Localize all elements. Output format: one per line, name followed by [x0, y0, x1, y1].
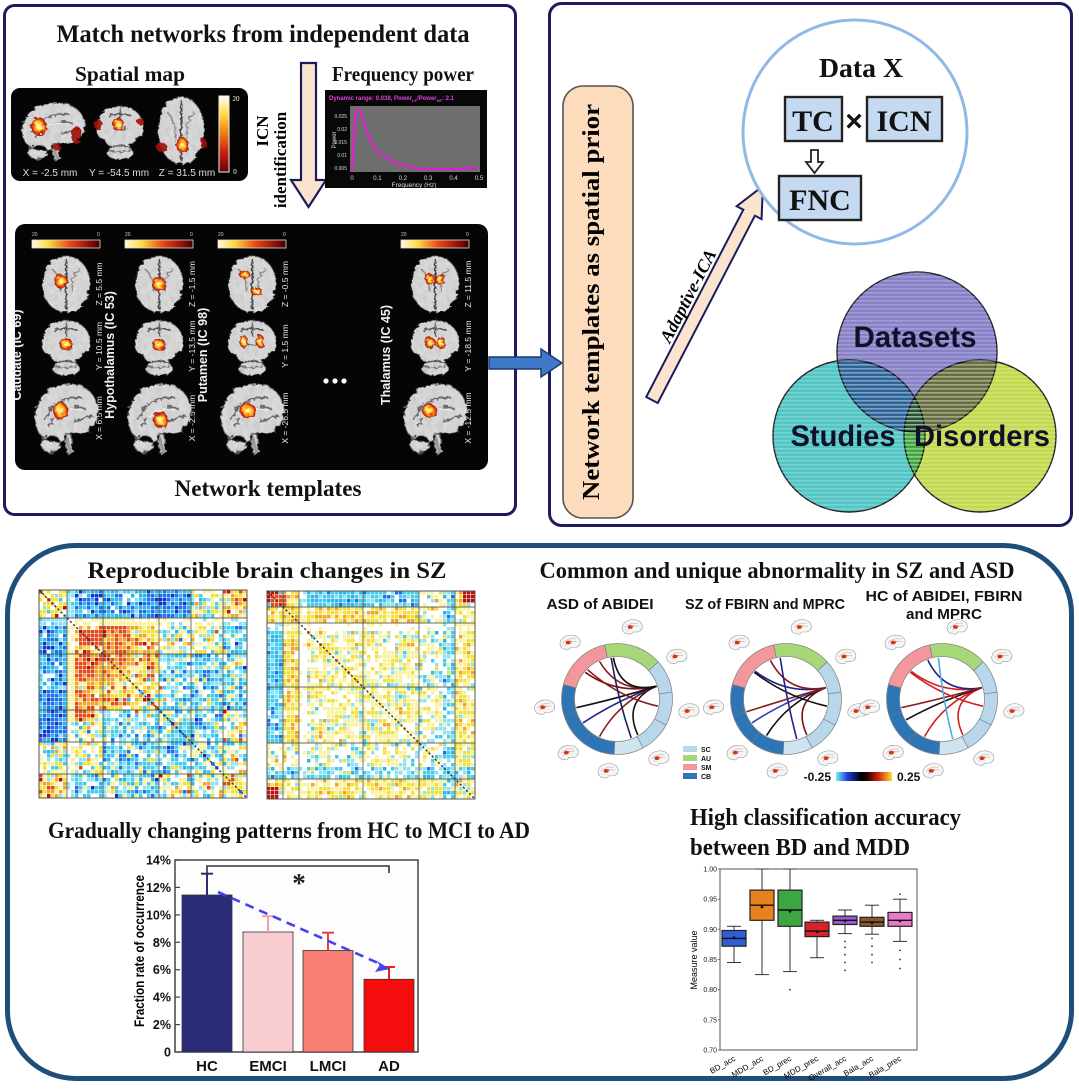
svg-text:between BD and MDD: between BD and MDD	[690, 835, 910, 861]
svg-text:Z = -1.5 mm: Z = -1.5 mm	[187, 261, 197, 307]
svg-text:Spatial map: Spatial map	[75, 62, 185, 86]
svg-text:1.00: 1.00	[703, 867, 717, 874]
svg-text:Frequency power: Frequency power	[332, 62, 474, 86]
svg-text:Match networks from independen: Match networks from independent data	[57, 21, 470, 48]
svg-text:X = 6.5 mm: X = 6.5 mm	[94, 396, 104, 440]
svg-text:0: 0	[466, 232, 469, 238]
svg-text:Z = 11.5 mm: Z = 11.5 mm	[463, 260, 473, 307]
svg-text:Z = 31.5 mm: Z = 31.5 mm	[159, 168, 215, 179]
svg-text:Dynamic range: 0.038, PowerLF/: Dynamic range: 0.038, PowerLF/PowerHF: 2…	[329, 96, 455, 103]
svg-text:0.3: 0.3	[424, 176, 433, 182]
svg-text:Y = 10.5 mm: Y = 10.5 mm	[94, 322, 104, 370]
svg-text:20: 20	[233, 95, 241, 103]
svg-text:Common and unique abnormality: Common and unique abnormality in SZ and …	[540, 558, 1015, 583]
svg-text:20: 20	[401, 232, 407, 238]
svg-text:LMCI: LMCI	[310, 1058, 347, 1075]
svg-text:ICN: ICN	[253, 115, 272, 147]
svg-text:Disorders: Disorders	[914, 420, 1050, 453]
svg-text:0.1: 0.1	[373, 176, 382, 182]
svg-text:*: *	[292, 868, 306, 898]
svg-text:High classification accuracy: High classification accuracy	[690, 805, 961, 831]
svg-text:2%: 2%	[153, 1018, 171, 1032]
svg-text:Reproducible brain changes in: Reproducible brain changes in SZ	[88, 558, 447, 583]
svg-text:Studies: Studies	[791, 420, 896, 453]
svg-text:Z = 5.5 mm: Z = 5.5 mm	[94, 262, 104, 305]
svg-text:Y = 1.5 mm: Y = 1.5 mm	[280, 324, 290, 368]
svg-text:SC: SC	[701, 747, 711, 754]
svg-text:Y = -18.5 mm: Y = -18.5 mm	[463, 320, 473, 371]
svg-text:4%: 4%	[153, 991, 171, 1005]
svg-text:20: 20	[218, 232, 224, 238]
svg-text:0: 0	[233, 168, 237, 176]
svg-text:0.01: 0.01	[337, 153, 347, 159]
svg-text:EMCI: EMCI	[249, 1058, 287, 1075]
svg-text:0: 0	[283, 232, 286, 238]
svg-text:0: 0	[350, 176, 354, 182]
svg-text:HC of ABIDEI, FBIRN: HC of ABIDEI, FBIRN	[866, 588, 1023, 605]
svg-text:SM: SM	[701, 765, 712, 772]
svg-text:0.95: 0.95	[703, 897, 717, 904]
svg-text:Measure value: Measure value	[689, 930, 699, 989]
svg-text:ASD of ABIDEI: ASD of ABIDEI	[547, 596, 654, 613]
svg-text:0: 0	[97, 232, 100, 238]
svg-text:ICN: ICN	[876, 105, 931, 138]
svg-text:X = -26.5 mm: X = -26.5 mm	[280, 392, 290, 443]
svg-text:6%: 6%	[153, 963, 171, 977]
svg-text:Y = -54.5 mm: Y = -54.5 mm	[89, 168, 149, 179]
svg-text:X = -2.5 mm: X = -2.5 mm	[187, 395, 197, 442]
svg-text:SZ of FBIRN and MPRC: SZ of FBIRN and MPRC	[685, 596, 845, 613]
svg-text:0.5: 0.5	[475, 176, 484, 182]
svg-text:Power: Power	[332, 131, 338, 148]
svg-text:Data X: Data X	[819, 53, 904, 83]
svg-text:0.02: 0.02	[337, 127, 347, 133]
svg-text:and MPRC: and MPRC	[906, 606, 982, 623]
svg-text:Network templates as spatial p: Network templates as spatial prior	[579, 104, 605, 500]
svg-text:Fraction rate of occurrence: Fraction rate of occurrence	[131, 875, 147, 1027]
svg-text:20: 20	[125, 232, 131, 238]
svg-text:0.80: 0.80	[703, 987, 717, 994]
svg-text:0.2: 0.2	[399, 176, 408, 182]
svg-text:Hypothalamus (IC 53): Hypothalamus (IC 53)	[103, 291, 117, 419]
svg-text:0.75: 0.75	[703, 1017, 717, 1024]
svg-text:FNC: FNC	[789, 184, 851, 217]
svg-text:0.4: 0.4	[449, 176, 458, 182]
svg-text:Y = -13.5 mm: Y = -13.5 mm	[187, 320, 197, 371]
svg-text:0.25: 0.25	[897, 770, 921, 784]
svg-text:×: ×	[845, 105, 863, 138]
svg-text:0: 0	[164, 1046, 171, 1060]
svg-text:X = -2.5 mm: X = -2.5 mm	[23, 168, 78, 179]
svg-text:Network templates: Network templates	[175, 476, 362, 501]
svg-text:0.015: 0.015	[334, 140, 347, 146]
svg-text:0: 0	[190, 232, 193, 238]
svg-text:Gradually changing patterns fr: Gradually changing patterns from HC to M…	[48, 818, 530, 843]
svg-text:10%: 10%	[146, 908, 171, 922]
svg-text:Frequency (Hz): Frequency (Hz)	[392, 182, 437, 189]
svg-text:20: 20	[32, 232, 38, 238]
svg-text:Thalamus (IC 45): Thalamus (IC 45)	[379, 305, 393, 405]
svg-text:TC: TC	[792, 105, 834, 138]
svg-text:0.90: 0.90	[703, 927, 717, 934]
svg-text:AU: AU	[701, 756, 711, 763]
svg-text:HC: HC	[196, 1058, 218, 1075]
svg-text:Z = -0.5 mm: Z = -0.5 mm	[280, 261, 290, 307]
svg-text:0.005: 0.005	[334, 166, 347, 172]
svg-text:Caudate (IC 69): Caudate (IC 69)	[10, 310, 24, 401]
svg-text:-0.25: -0.25	[804, 770, 832, 784]
svg-text:identification: identification	[271, 111, 290, 208]
svg-text:12%: 12%	[146, 881, 171, 895]
svg-text:Datasets: Datasets	[854, 321, 977, 354]
svg-text:AD: AD	[378, 1058, 400, 1075]
svg-text:CB: CB	[701, 774, 711, 781]
svg-text:X = -12.5 mm: X = -12.5 mm	[463, 392, 473, 443]
svg-text:0.70: 0.70	[703, 1048, 717, 1055]
svg-text:14%: 14%	[146, 854, 171, 868]
svg-text:8%: 8%	[153, 936, 171, 950]
svg-text:0.025: 0.025	[334, 114, 347, 120]
svg-text:Putamen (IC 98): Putamen (IC 98)	[196, 308, 210, 402]
svg-text:0.85: 0.85	[703, 957, 717, 964]
